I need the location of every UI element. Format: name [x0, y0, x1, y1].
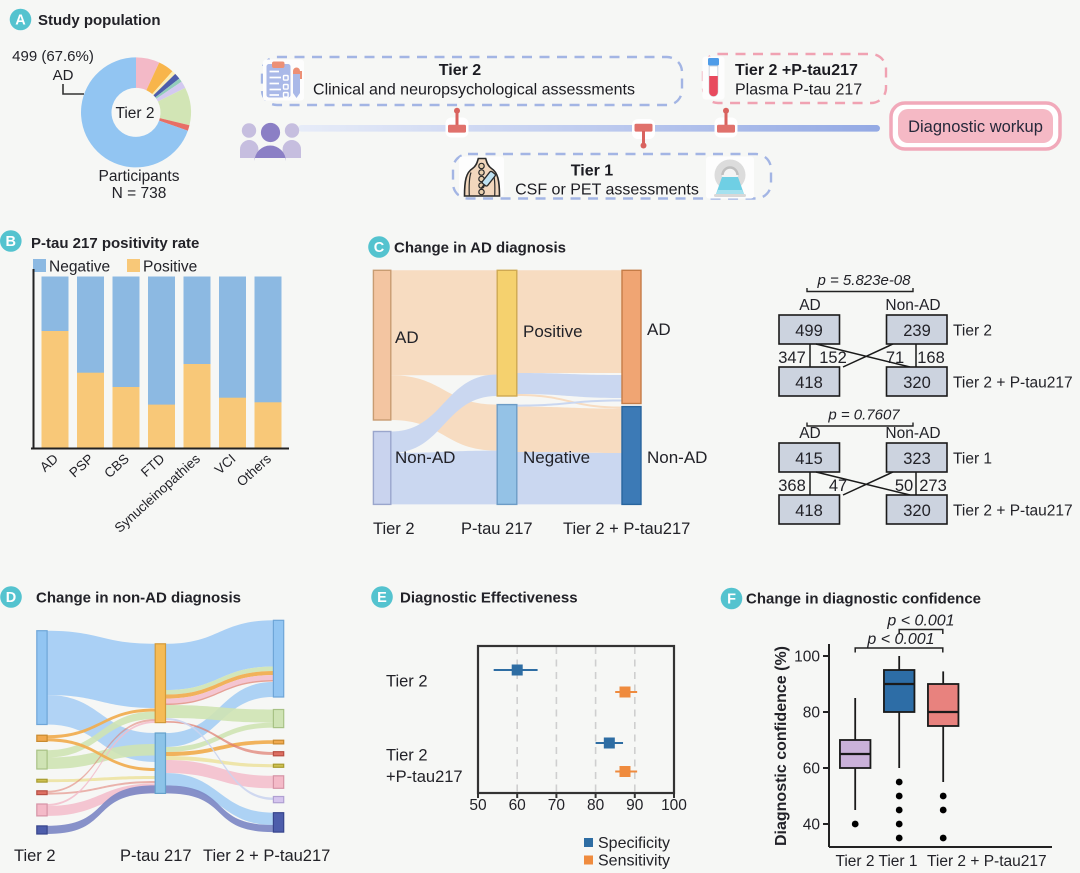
svg-text:P-tau 217 positivity rate: P-tau 217 positivity rate [31, 235, 199, 252]
svg-text:Non-AD: Non-AD [395, 448, 455, 467]
svg-text:Tier 2: Tier 2 [835, 853, 874, 870]
svg-text:Non-AD: Non-AD [885, 297, 940, 314]
svg-text:347: 347 [778, 349, 806, 367]
svg-text:p < 0.001: p < 0.001 [866, 631, 934, 648]
svg-text:P-tau 217: P-tau 217 [120, 847, 192, 865]
svg-text:Tier 2: Tier 2 [386, 673, 428, 691]
svg-text:415: 415 [795, 450, 823, 468]
svg-text:p = 5.823e-08: p = 5.823e-08 [817, 272, 912, 289]
svg-text:D: D [6, 590, 16, 606]
svg-text:100: 100 [794, 649, 820, 666]
svg-text:100: 100 [661, 797, 687, 814]
svg-text:Study population: Study population [38, 12, 160, 29]
svg-text:168: 168 [917, 349, 945, 367]
svg-text:Negative: Negative [49, 259, 110, 276]
svg-text:Tier 2 + P-tau217: Tier 2 + P-tau217 [927, 853, 1047, 870]
svg-text:Tier 2 +P-tau217: Tier 2 +P-tau217 [735, 62, 858, 79]
svg-text:C: C [374, 240, 385, 256]
svg-text:Tier 2: Tier 2 [953, 323, 992, 340]
svg-text:AD: AD [799, 425, 821, 442]
svg-text:90: 90 [626, 797, 644, 814]
svg-text:Diagnostic Effectiveness: Diagnostic Effectiveness [400, 590, 578, 607]
svg-text:AD: AD [799, 297, 821, 314]
svg-text:AD: AD [53, 67, 74, 84]
svg-text:239: 239 [903, 322, 931, 340]
svg-text:+P-tau217: +P-tau217 [386, 768, 463, 786]
svg-text:Tier 1: Tier 1 [878, 853, 917, 870]
svg-text:Tier 2 + P-tau217: Tier 2 + P-tau217 [563, 520, 690, 538]
svg-text:323: 323 [903, 450, 931, 468]
svg-text:Tier 2 + P-tau217: Tier 2 + P-tau217 [953, 375, 1073, 392]
svg-text:152: 152 [819, 349, 847, 367]
svg-text:Change in non-AD diagnosis: Change in non-AD diagnosis [36, 590, 241, 607]
svg-text:40: 40 [803, 817, 821, 834]
svg-text:p < 0.001: p < 0.001 [886, 613, 954, 630]
svg-text:Tier 2 + P-tau217: Tier 2 + P-tau217 [953, 503, 1073, 520]
svg-text:AD: AD [647, 320, 671, 339]
svg-text:Negative: Negative [523, 448, 590, 467]
svg-text:Tier 2 + P-tau217: Tier 2 + P-tau217 [203, 847, 330, 865]
svg-text:P-tau 217: P-tau 217 [461, 520, 533, 538]
svg-text:AD: AD [395, 328, 419, 347]
svg-text:71: 71 [886, 349, 904, 367]
svg-text:F: F [727, 592, 736, 608]
svg-text:60: 60 [803, 761, 821, 778]
svg-text:Diagnostic workup: Diagnostic workup [908, 118, 1043, 136]
svg-text:273: 273 [919, 477, 947, 495]
svg-text:Diagnostic confidence (%): Diagnostic confidence (%) [773, 646, 790, 846]
svg-text:Change in diagnostic confidenc: Change in diagnostic confidence [746, 591, 981, 608]
svg-text:499: 499 [795, 322, 823, 340]
svg-text:Tier 2: Tier 2 [386, 747, 428, 765]
svg-text:Non-AD: Non-AD [647, 448, 707, 467]
svg-text:A: A [15, 13, 26, 29]
svg-text:Specificity: Specificity [598, 835, 670, 852]
svg-text:B: B [6, 234, 16, 250]
svg-text:418: 418 [795, 374, 823, 392]
svg-text:60: 60 [509, 797, 527, 814]
svg-text:Positive: Positive [523, 322, 583, 341]
svg-text:Sensitivity: Sensitivity [598, 853, 670, 870]
svg-text:Plasma P-tau 217: Plasma P-tau 217 [735, 82, 862, 99]
svg-text:Tier 2: Tier 2 [373, 520, 415, 538]
svg-text:Tier 2: Tier 2 [14, 847, 56, 865]
svg-text:80: 80 [803, 705, 821, 722]
svg-text:47: 47 [829, 477, 847, 495]
svg-text:50: 50 [895, 477, 913, 495]
svg-text:p = 0.7607: p = 0.7607 [827, 407, 900, 424]
svg-text:Tier 1: Tier 1 [953, 451, 992, 468]
svg-text:E: E [377, 590, 387, 606]
svg-text:Participants: Participants [99, 168, 180, 185]
svg-text:Non-AD: Non-AD [885, 425, 940, 442]
svg-text:499 (67.6%): 499 (67.6%) [12, 48, 94, 65]
svg-text:368: 368 [778, 477, 806, 495]
svg-text:Tier 2: Tier 2 [115, 105, 154, 122]
svg-text:Tier 1: Tier 1 [571, 163, 614, 180]
svg-text:320: 320 [903, 374, 931, 392]
svg-text:Clinical and neuropsychologica: Clinical and neuropsychological assessme… [313, 82, 635, 99]
svg-text:70: 70 [548, 797, 566, 814]
svg-text:N = 738: N = 738 [112, 185, 167, 202]
svg-text:Tier 2: Tier 2 [439, 62, 482, 79]
svg-text:418: 418 [795, 502, 823, 520]
svg-text:50: 50 [469, 797, 487, 814]
svg-text:CSF or PET assessments: CSF or PET assessments [515, 182, 699, 199]
svg-text:320: 320 [903, 502, 931, 520]
svg-text:Positive: Positive [143, 259, 197, 276]
svg-text:Change in AD diagnosis: Change in AD diagnosis [394, 240, 566, 257]
svg-text:80: 80 [587, 797, 605, 814]
